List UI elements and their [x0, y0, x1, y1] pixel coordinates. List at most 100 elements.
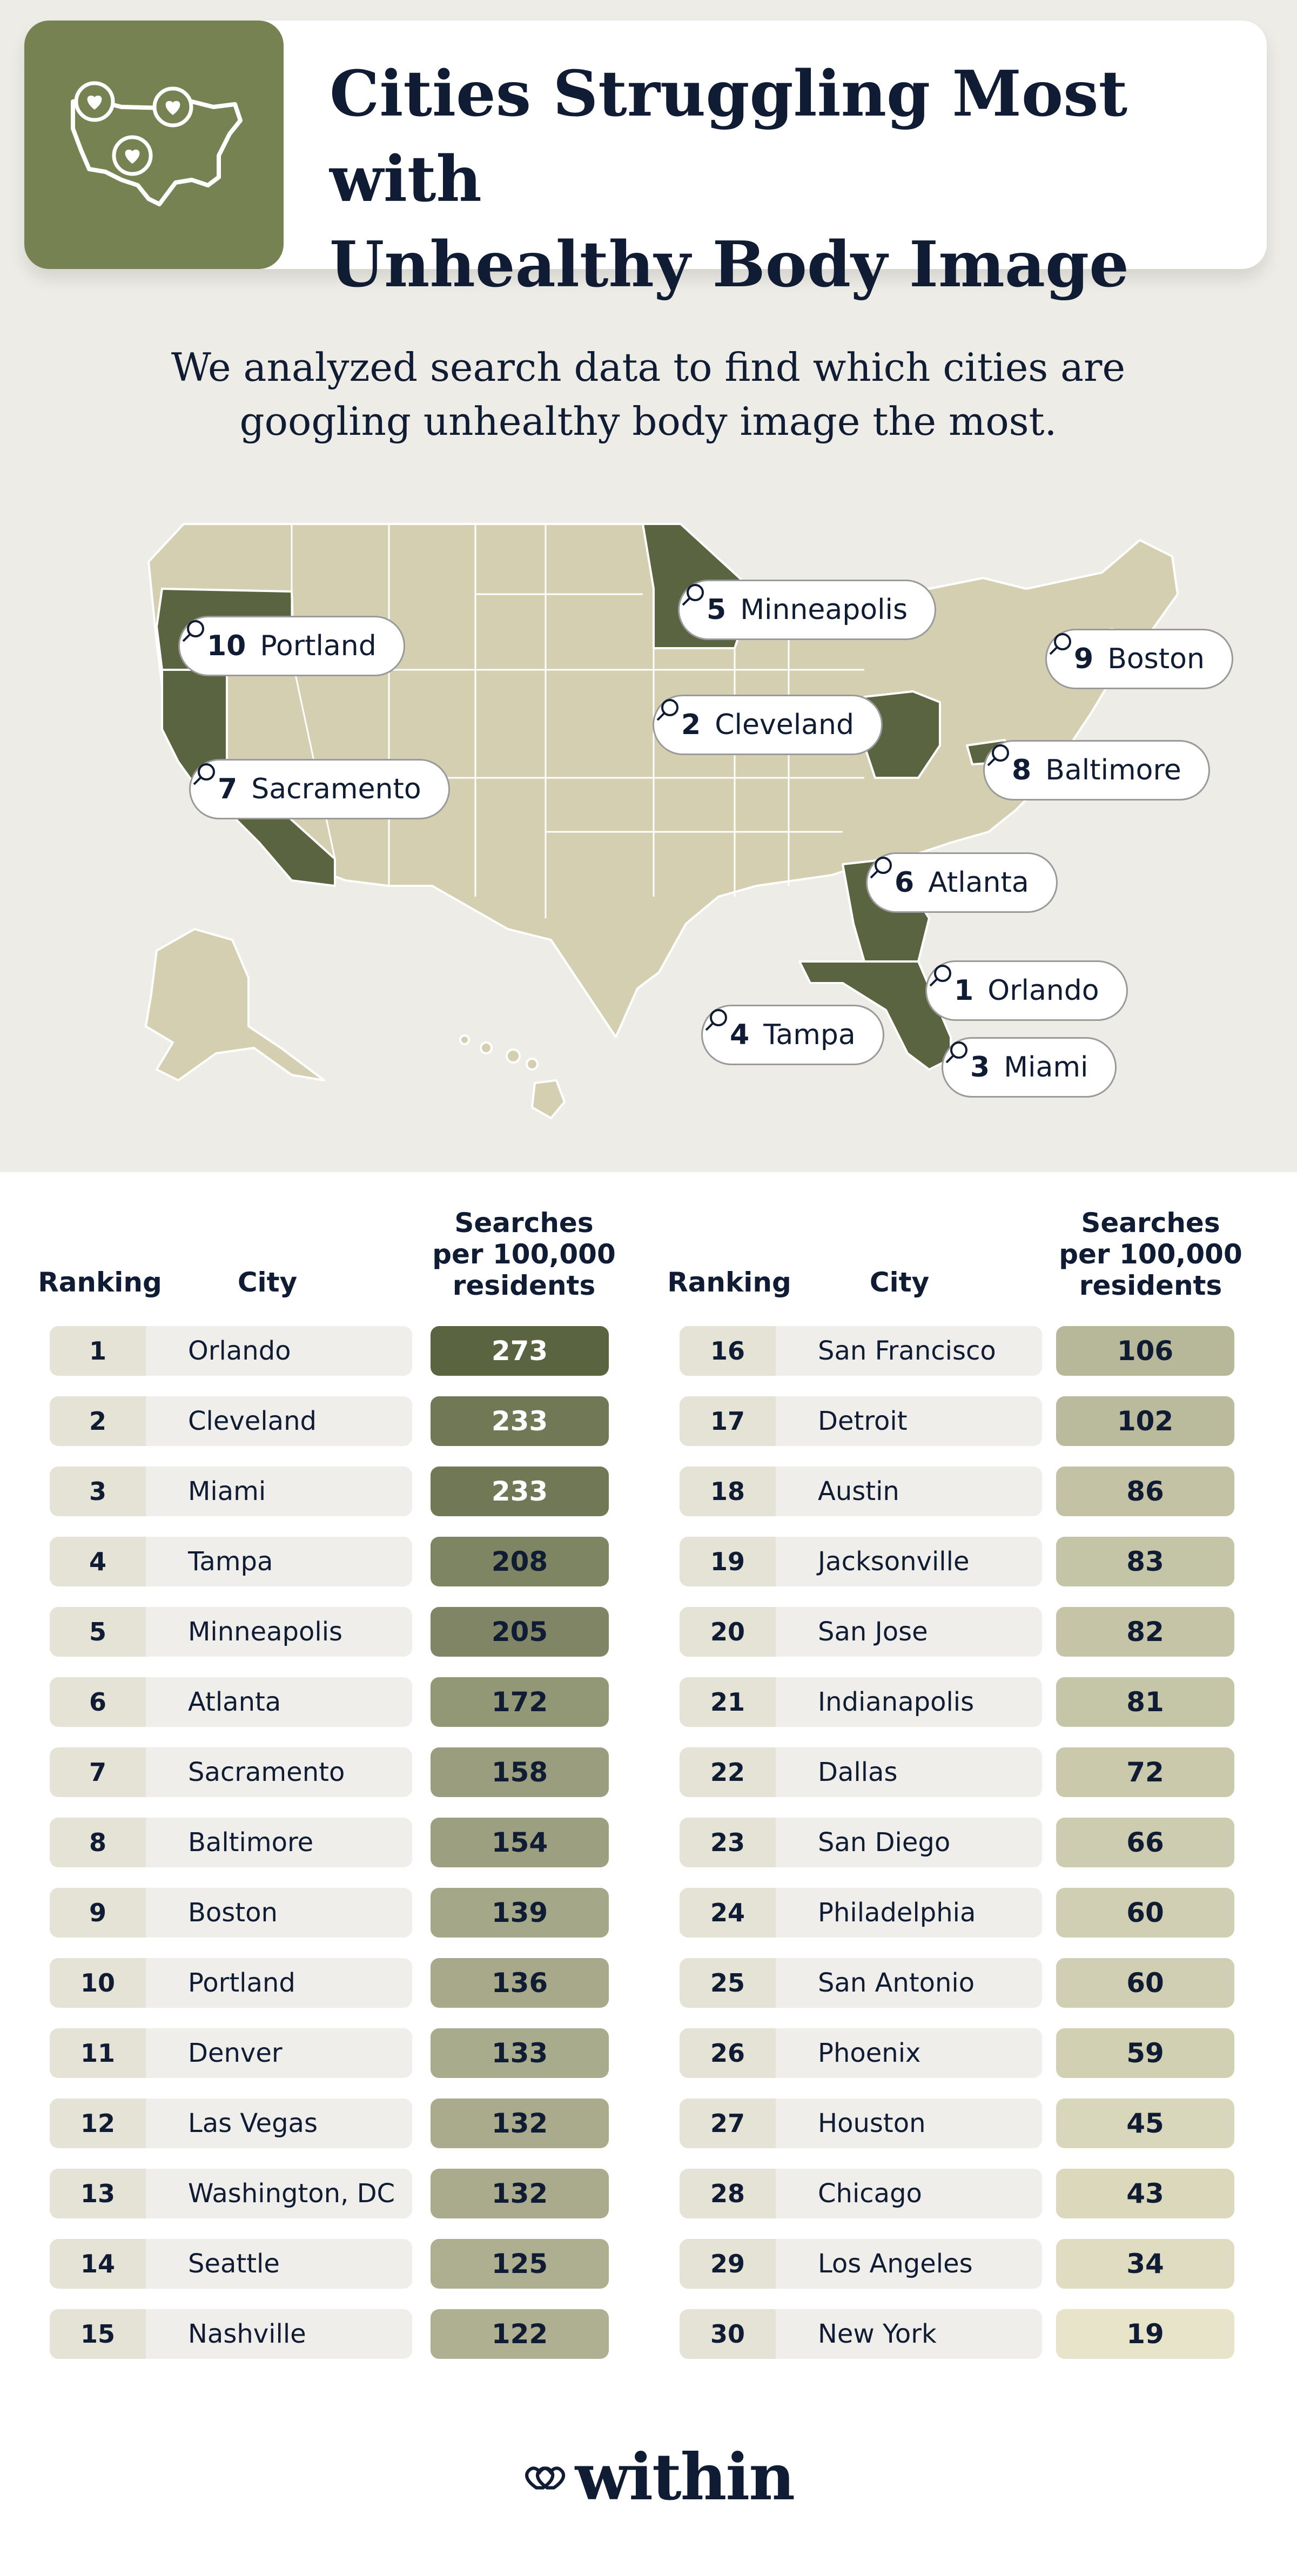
row-rank: 25: [680, 1958, 776, 2008]
row-rank: 5: [50, 1607, 146, 1657]
row-city: San Antonio: [776, 1958, 1042, 2008]
header-icon-box: [24, 21, 284, 269]
row-rank: 24: [680, 1888, 776, 1938]
search-icon: [929, 965, 951, 987]
row-value-bar: 158: [431, 1747, 609, 1797]
row-rank: 20: [680, 1607, 776, 1657]
row-value-bar: 133: [431, 2028, 609, 2078]
row-rank: 28: [680, 2169, 776, 2218]
search-icon: [705, 1009, 727, 1031]
row-city: San Diego: [776, 1818, 1042, 1867]
search-icon: [945, 1041, 967, 1064]
row-rank: 23: [680, 1818, 776, 1867]
row-city: Dallas: [776, 1747, 1042, 1797]
map-label: 5 Minneapolis: [678, 580, 937, 640]
map-label-rank: 8: [1012, 754, 1032, 786]
row-rank: 26: [680, 2028, 776, 2078]
row-value-bar: 45: [1056, 2099, 1234, 2148]
map-label-rank: 10: [207, 630, 246, 662]
row-city: Atlanta: [146, 1677, 412, 1727]
row-rank: 4: [50, 1537, 146, 1586]
row-city: Detroit: [776, 1396, 1042, 1446]
brand-name: within: [575, 2439, 795, 2514]
row-city: Tampa: [146, 1537, 412, 1586]
row-rank: 18: [680, 1467, 776, 1516]
map-label: 6 Atlanta: [866, 852, 1058, 913]
map-label: 10 Portland: [178, 616, 405, 676]
row-city: Orlando: [146, 1326, 412, 1376]
map-label-rank: 7: [218, 773, 238, 805]
row-rank: 9: [50, 1888, 146, 1938]
search-icon: [193, 763, 215, 785]
row-value-bar: 273: [431, 1326, 609, 1376]
title-line-1: Cities Struggling Most with: [330, 57, 1128, 216]
col-head-city: City: [237, 1267, 298, 1298]
row-city: Chicago: [776, 2169, 1042, 2218]
col-head-searches: Searches per 100,000 residents: [1053, 1207, 1248, 1301]
search-icon: [987, 744, 1009, 766]
row-rank: 2: [50, 1396, 146, 1446]
map-label-city: Portland: [260, 630, 377, 662]
map-label-rank: 1: [954, 974, 974, 1007]
search-icon: [682, 584, 704, 606]
row-city: Las Vegas: [146, 2099, 412, 2148]
row-rank: 27: [680, 2099, 776, 2148]
map-label-city: Miami: [1004, 1051, 1088, 1084]
row-value-bar: 59: [1056, 2028, 1234, 2078]
brand-logo: within: [524, 2436, 795, 2517]
row-city: Indianapolis: [776, 1677, 1042, 1727]
row-value-bar: 34: [1056, 2239, 1234, 2289]
title-line-2: Unhealthy Body Image: [330, 228, 1129, 301]
row-value-bar: 19: [1056, 2309, 1234, 2359]
row-value-bar: 139: [431, 1888, 609, 1938]
row-value-bar: 81: [1056, 1677, 1234, 1727]
page-title: Cities Struggling Most with Unhealthy Bo…: [330, 51, 1248, 307]
row-value-bar: 86: [1056, 1467, 1234, 1516]
row-value-bar: 132: [431, 2169, 609, 2218]
row-city: New York: [776, 2309, 1042, 2359]
map-label-rank: 9: [1074, 643, 1094, 675]
col-head-city: City: [869, 1267, 930, 1298]
row-city: Phoenix: [776, 2028, 1042, 2078]
row-rank: 22: [680, 1747, 776, 1797]
map-label: 1 Orlando: [925, 960, 1128, 1021]
map-label-city: Tampa: [763, 1019, 856, 1051]
row-rank: 19: [680, 1537, 776, 1586]
row-value-bar: 233: [431, 1467, 609, 1516]
map-label: 3 Miami: [942, 1037, 1117, 1098]
row-city: Minneapolis: [146, 1607, 412, 1657]
col-head-ranking: Ranking: [38, 1267, 162, 1298]
state-alaska: [145, 928, 325, 1081]
col-head-searches-line-1: Searches: [1081, 1207, 1220, 1239]
row-rank: 7: [50, 1747, 146, 1797]
col-head-searches-line-3: residents: [1079, 1270, 1222, 1301]
row-rank: 16: [680, 1326, 776, 1376]
search-icon: [656, 699, 678, 721]
map-label-rank: 2: [681, 709, 701, 741]
row-city: Miami: [146, 1467, 412, 1516]
row-rank: 29: [680, 2239, 776, 2289]
map-label-city: Boston: [1107, 643, 1205, 675]
map-label-city: Orlando: [987, 974, 1099, 1007]
subtitle-line-1: We analyzed search data to find which ci…: [171, 345, 1126, 390]
row-value-bar: 60: [1056, 1888, 1234, 1938]
row-rank: 13: [50, 2169, 146, 2218]
map-label-city: Sacramento: [251, 773, 421, 805]
row-rank: 8: [50, 1818, 146, 1867]
row-city: Jacksonville: [776, 1537, 1042, 1586]
row-city: San Francisco: [776, 1326, 1042, 1376]
map-label-rank: 3: [970, 1051, 990, 1084]
col-head-searches: Searches per 100,000 residents: [427, 1207, 621, 1301]
row-value-bar: 106: [1056, 1326, 1234, 1376]
double-heart-icon: [525, 2466, 566, 2490]
ranking-table-section: Ranking City Searches per 100,000 reside…: [0, 1172, 1297, 2576]
map-label: 4 Tampa: [701, 1005, 884, 1065]
search-icon: [870, 857, 892, 879]
map-label: 2 Cleveland: [653, 695, 883, 755]
state-hawaii: [459, 1034, 566, 1119]
row-value-bar: 208: [431, 1537, 609, 1586]
row-city: Philadelphia: [776, 1888, 1042, 1938]
row-rank: 12: [50, 2099, 146, 2148]
map-label-rank: 5: [707, 594, 727, 626]
subtitle-line-2: googling unhealthy body image the most.: [239, 399, 1057, 444]
